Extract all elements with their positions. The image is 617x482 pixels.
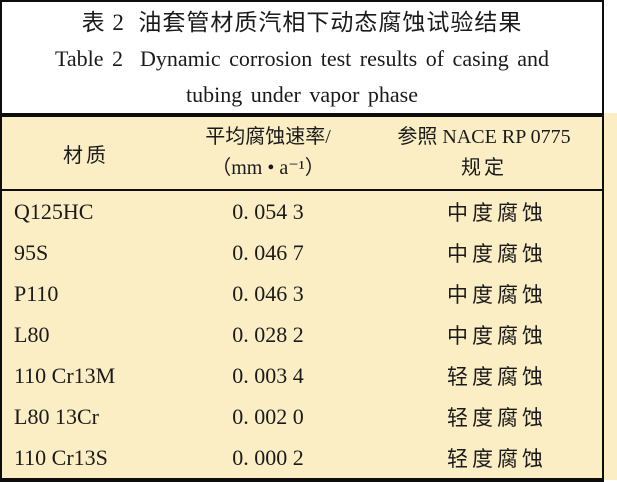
header-corrosion-rate-line2: （mm • a⁻¹）: [211, 157, 325, 179]
table-header-row: 材质 平均腐蚀速率/ （mm • a⁻¹） 参照 NACE RP 0775 规定: [2, 117, 602, 189]
table-row: Q125HC 0. 054 3 中度腐蚀: [2, 191, 602, 232]
table-frame: 表 2 油套管材质汽相下动态腐蚀试验结果 Table 2 Dynamic cor…: [0, 0, 604, 482]
cell-corrosion-grade: 中度腐蚀: [447, 282, 547, 307]
header-nace-standard-line2: 规定: [461, 157, 507, 179]
table-top-rule: [2, 113, 602, 117]
header-nace-standard-line1: 参照 NACE RP 0775: [397, 126, 571, 148]
cell-corrosion-grade: 轻度腐蚀: [447, 364, 547, 389]
cell-corrosion-grade: 轻度腐蚀: [447, 446, 547, 471]
table-row: 110 Cr13S 0. 000 2 轻度腐蚀: [2, 437, 602, 478]
cell-corrosion-rate: 0. 028 2: [232, 321, 304, 347]
header-separator-rule: [2, 189, 602, 191]
table-row: P110 0. 046 3 中度腐蚀: [2, 273, 602, 314]
cell-material: L80 13Cr: [14, 403, 99, 429]
table-row: L80 13Cr 0. 002 0 轻度腐蚀: [2, 396, 602, 437]
data-table: 材质 平均腐蚀速率/ （mm • a⁻¹） 参照 NACE RP 0775 规定…: [2, 117, 602, 482]
table-row: L80 0. 028 2 中度腐蚀: [2, 314, 602, 355]
cell-corrosion-grade: 中度腐蚀: [447, 323, 547, 348]
cell-corrosion-rate: 0. 046 3: [232, 280, 304, 306]
table-row: 95S 0. 046 7 中度腐蚀: [2, 232, 602, 273]
table-bottom-rule: [2, 478, 602, 482]
cell-material: 95S: [14, 239, 49, 265]
table-row: 110 Cr13M 0. 003 4 轻度腐蚀: [2, 355, 602, 396]
scan-bleed-strip: [604, 113, 617, 480]
cell-corrosion-rate: 0. 046 7: [232, 239, 304, 265]
caption-en-line2: tubing under vapor phase: [186, 82, 418, 107]
cell-material: 110 Cr13M: [14, 362, 116, 388]
caption-en-line1: Table 2 Dynamic corrosion test results o…: [54, 46, 550, 71]
header-corrosion-rate-line1: 平均腐蚀速率/: [205, 126, 331, 148]
cell-material: 110 Cr13S: [14, 444, 108, 470]
cell-corrosion-rate: 0. 002 0: [232, 403, 304, 429]
header-corrosion-rate: 平均腐蚀速率/ （mm • a⁻¹）: [170, 122, 366, 184]
table-body: Q125HC 0. 054 3 中度腐蚀 95S 0. 046 7 中度腐蚀 P…: [2, 191, 602, 478]
cell-corrosion-rate: 0. 000 2: [232, 444, 304, 470]
cell-material: L80: [14, 321, 50, 347]
cell-corrosion-grade: 中度腐蚀: [447, 241, 547, 266]
cell-corrosion-grade: 轻度腐蚀: [447, 405, 547, 430]
header-nace-standard: 参照 NACE RP 0775 规定: [366, 122, 602, 184]
cell-material: P110: [14, 280, 59, 306]
cell-corrosion-rate: 0. 003 4: [232, 362, 304, 388]
caption-zh: 表 2 油套管材质汽相下动态腐蚀试验结果: [81, 10, 523, 35]
table-caption: 表 2 油套管材质汽相下动态腐蚀试验结果 Table 2 Dynamic cor…: [2, 2, 602, 113]
cell-corrosion-grade: 中度腐蚀: [447, 200, 547, 225]
header-material: 材质: [63, 144, 109, 167]
cell-material: Q125HC: [14, 198, 94, 224]
cell-corrosion-rate: 0. 054 3: [232, 198, 304, 224]
